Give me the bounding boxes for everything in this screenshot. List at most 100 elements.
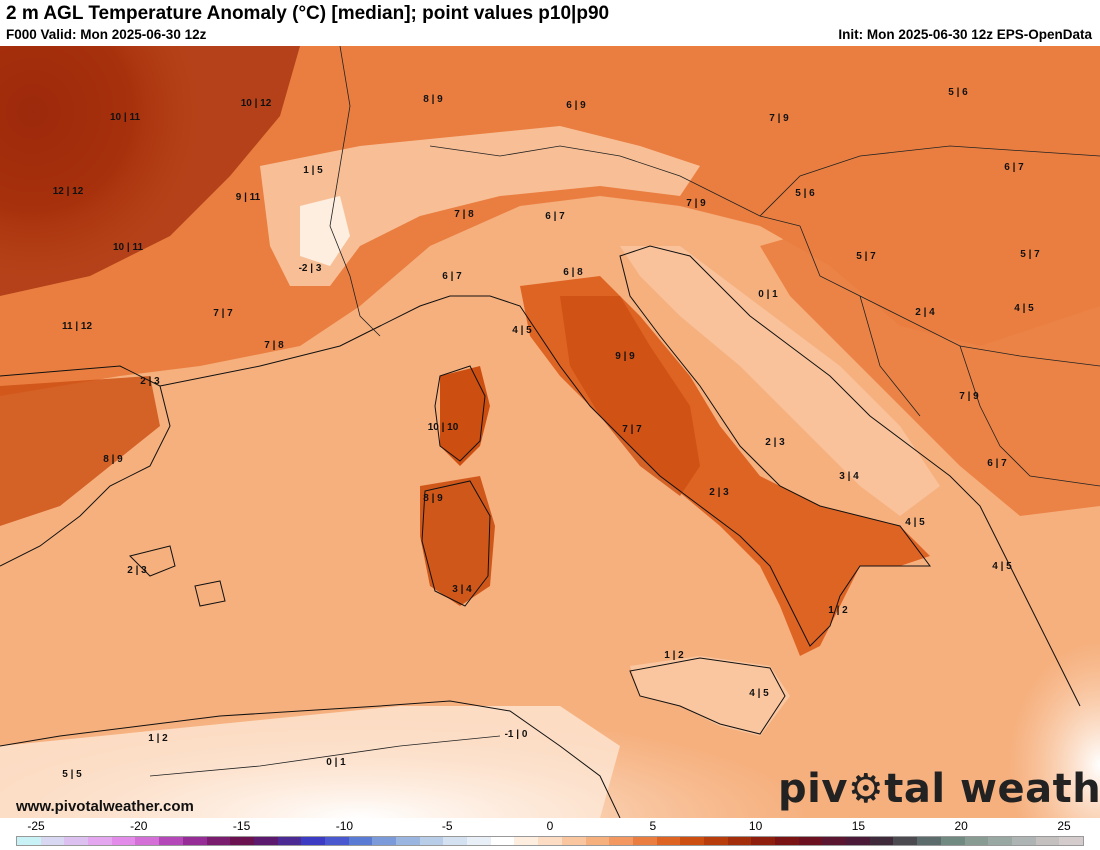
corsica: [440, 366, 490, 466]
point-value-label: 6 | 7: [545, 211, 565, 222]
adriatic-sea: [620, 246, 940, 516]
colorbar-swatch: [301, 837, 325, 845]
point-value-label: 7 | 8: [264, 340, 284, 351]
colorbar-swatch: [1011, 837, 1036, 845]
point-value-label: 5 | 6: [948, 87, 968, 98]
anomaly-map: 10 | 11 10 | 12 8 | 9 6 | 9 7 | 9 5 | 6 1 | 5 1…: [0, 46, 1100, 818]
colorbar-swatch: [253, 837, 278, 845]
point-value-label: 11 | 12: [62, 321, 92, 332]
point-value-label: 7 | 9: [686, 198, 706, 209]
colorbar-swatch: [632, 837, 657, 845]
point-value-label: 0 | 1: [326, 757, 346, 768]
colorbar-swatch: [277, 837, 302, 845]
colorbar-swatch: [230, 837, 254, 845]
point-value-label: 2 | 3: [127, 565, 147, 576]
colorbar-tick-label: -20: [130, 819, 148, 833]
colorbar-swatch: [703, 837, 728, 845]
point-value-label: 2 | 3: [140, 376, 160, 387]
alps-cool-patch: [300, 196, 350, 266]
point-value-label: 8 | 9: [423, 493, 443, 504]
point-value-label: 4 | 5: [512, 325, 532, 336]
colorbar-tick-label: 20: [954, 819, 968, 833]
point-value-label: 12 | 12: [53, 186, 84, 197]
colorbar-swatch: [135, 837, 160, 845]
colorbar-swatch: [893, 837, 918, 845]
colorbar-swatch: [846, 837, 870, 845]
point-value-label: 1 | 2: [664, 650, 684, 661]
colorbar-tick-label: -15: [232, 819, 251, 833]
colorbar-swatch: [206, 837, 231, 845]
point-value-label: 1 | 2: [828, 605, 848, 616]
pivotal-weather-logo: piv⚙tal weather: [778, 766, 1100, 812]
colorbar-tick-label: 25: [1057, 819, 1071, 833]
colorbar-swatch: [159, 837, 183, 845]
point-value-label: 7 | 8: [454, 209, 474, 220]
point-value-labels: 10 | 11 10 | 12 8 | 9 6 | 9 7 | 9 5 | 6 1 | 5 1…: [53, 87, 1040, 780]
colorbar-swatch: [680, 837, 704, 845]
point-value-label: 10 | 10: [428, 422, 459, 433]
point-value-label: 7 | 7: [622, 424, 642, 435]
colorbar-tick-label: -10: [335, 819, 354, 833]
point-value-label: 6 | 7: [442, 271, 462, 282]
alps-cool-strip: [260, 126, 700, 286]
colorbar-swatch: [467, 837, 491, 845]
point-value-label: 5 | 7: [856, 251, 876, 262]
point-value-label: 5 | 6: [795, 188, 815, 199]
watermark-url: www.pivotalweather.com: [16, 798, 194, 815]
valid-time: F000 Valid: Mon 2025-06-30 12z: [6, 27, 207, 42]
colorbar-tick-label: 10: [748, 819, 763, 833]
country-borders: [149, 46, 1100, 777]
colorbar-swatch: [1035, 837, 1060, 845]
point-value-label: 1 | 5: [303, 165, 323, 176]
gear-icon: ⚙: [847, 766, 885, 812]
colorbar-tick-label: -5: [441, 819, 453, 833]
init-time: Init: Mon 2025-06-30 12z EPS-OpenData: [838, 27, 1092, 42]
colorbar-swatch: [40, 837, 65, 845]
logo-text-left: piv: [778, 766, 848, 812]
point-value-label: 4 | 5: [1014, 303, 1034, 314]
colorbar-swatch: [324, 837, 349, 845]
colorbar-ticks: -25 -20 -15 -10 -5 0 5 10 15 20 25: [0, 819, 1100, 835]
point-value-label: 3 | 4: [839, 471, 859, 482]
colorbar-tick-label: 5: [649, 819, 657, 833]
point-value-label: 2 | 3: [765, 437, 785, 448]
header: 2 m AGL Temperature Anomaly (°C) [median…: [0, 0, 1100, 46]
map-title: 2 m AGL Temperature Anomaly (°C) [median…: [6, 3, 610, 24]
point-value-label: 10 | 11: [113, 242, 143, 253]
cool-south-overlay: [0, 606, 900, 818]
point-value-label: -2 | 3: [299, 263, 322, 274]
point-value-label: 4 | 5: [992, 561, 1012, 572]
colorbar: -25 -20 -15 -10 -5 0 5 10 15 20 25: [0, 818, 1100, 850]
colorbar-swatch: [798, 837, 823, 845]
sardinia: [420, 476, 495, 606]
colorbar-swatch: [17, 837, 41, 845]
colorbar-swatch: [964, 837, 989, 845]
colorbar-swatch: [396, 837, 420, 845]
colorbar-swatch: [182, 837, 207, 845]
colorbar-swatch: [917, 837, 941, 845]
point-value-label: 1 | 2: [148, 733, 168, 744]
colorbar-swatch: [988, 837, 1012, 845]
point-value-label: 6 | 8: [563, 267, 583, 278]
colorbar-swatch: [1059, 837, 1083, 845]
point-value-label: 6 | 7: [987, 458, 1007, 469]
colorbar-swatch: [656, 837, 681, 845]
coastlines: [0, 245, 1081, 818]
point-value-label: 6 | 9: [566, 100, 586, 111]
cool-east-overlay: [840, 466, 1100, 818]
italy-hot-core: [560, 296, 700, 496]
colorbar-swatches: [16, 836, 1084, 846]
point-value-label: 10 | 11: [110, 112, 140, 123]
colorbar-tick-label: 15: [851, 819, 866, 833]
colorbar-swatch: [88, 837, 112, 845]
colorbar-swatch: [585, 837, 610, 845]
point-value-label: 8 | 9: [103, 454, 123, 465]
colorbar-swatch: [869, 837, 894, 845]
logo-text-right: tal weather: [884, 766, 1100, 812]
point-value-label: 3 | 4: [452, 584, 472, 595]
colorbar-tick-label: 0: [546, 819, 554, 833]
point-value-label: 5 | 5: [62, 769, 82, 780]
point-value-label: 7 | 7: [213, 308, 233, 319]
point-value-label: 7 | 9: [959, 391, 979, 402]
colorbar-swatch: [348, 837, 373, 845]
